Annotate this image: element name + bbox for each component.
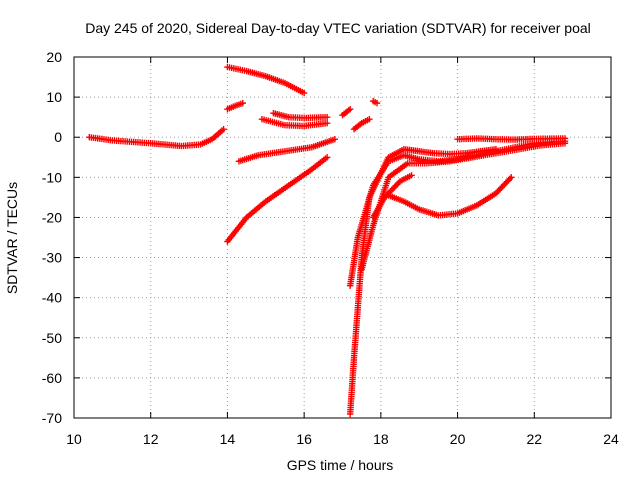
series-arc-b <box>224 63 308 97</box>
data-point <box>508 174 515 181</box>
y-tick-label: -50 <box>42 330 62 346</box>
x-axis-label: GPS time / hours <box>287 457 394 473</box>
axis-ticks <box>73 56 612 419</box>
series-arc-o <box>369 172 415 221</box>
series-arc-h <box>339 105 354 119</box>
x-tick-label: 10 <box>66 431 82 447</box>
series-arc-f <box>258 115 331 130</box>
x-tick-labels: 10 12 14 16 18 20 22 24 <box>66 431 619 447</box>
y-tick-label: -10 <box>42 169 62 185</box>
y-tick-label: -30 <box>42 250 62 266</box>
data-point <box>561 135 569 142</box>
data-point <box>346 105 354 113</box>
y-tick-label: 10 <box>46 89 62 105</box>
series-arc-a <box>86 126 227 150</box>
x-tick-label: 22 <box>526 431 542 447</box>
chart-title: Day 245 of 2020, Sidereal Day-to-day VTE… <box>85 20 591 36</box>
y-tick-label: 20 <box>46 49 62 65</box>
x-tick-label: 16 <box>296 431 312 447</box>
data-markers <box>86 63 569 418</box>
data-point <box>366 115 373 123</box>
data-point <box>220 126 227 133</box>
data-point <box>331 136 339 143</box>
y-tick-label: 0 <box>54 129 62 145</box>
data-point <box>239 99 246 107</box>
x-tick-label: 24 <box>603 431 619 447</box>
y-tick-label: -60 <box>42 370 62 386</box>
series-arc-d <box>235 136 339 165</box>
x-tick-label: 20 <box>450 431 466 447</box>
data-point <box>373 99 381 107</box>
series-arc-m <box>358 140 569 273</box>
plot-frame <box>73 56 612 419</box>
y-tick-label: -20 <box>42 209 62 225</box>
y-axis-label: SDTVAR / TECUs <box>4 182 20 294</box>
data-point <box>323 113 331 121</box>
series-arc-p <box>454 135 569 143</box>
series-arc-j <box>369 97 381 107</box>
series-arc-g <box>270 109 331 122</box>
data-point <box>323 154 331 161</box>
y-tick-labels: -70 -60 -50 -40 -30 -20 -10 0 10 20 <box>42 49 62 426</box>
x-tick-label: 18 <box>373 431 389 447</box>
series-arc-n <box>385 174 515 219</box>
y-tick-label: -40 <box>42 290 62 306</box>
x-tick-label: 14 <box>220 431 236 447</box>
y-tick-label: -70 <box>42 410 62 426</box>
series-arc-i <box>350 115 373 133</box>
x-tick-label: 12 <box>143 431 159 447</box>
series-arc-e <box>224 154 331 245</box>
data-point <box>323 119 331 127</box>
grid-lines <box>74 57 611 418</box>
data-point <box>408 172 415 179</box>
series-arc-c <box>224 99 246 113</box>
data-point <box>300 89 308 97</box>
series-arc-k <box>346 146 500 418</box>
